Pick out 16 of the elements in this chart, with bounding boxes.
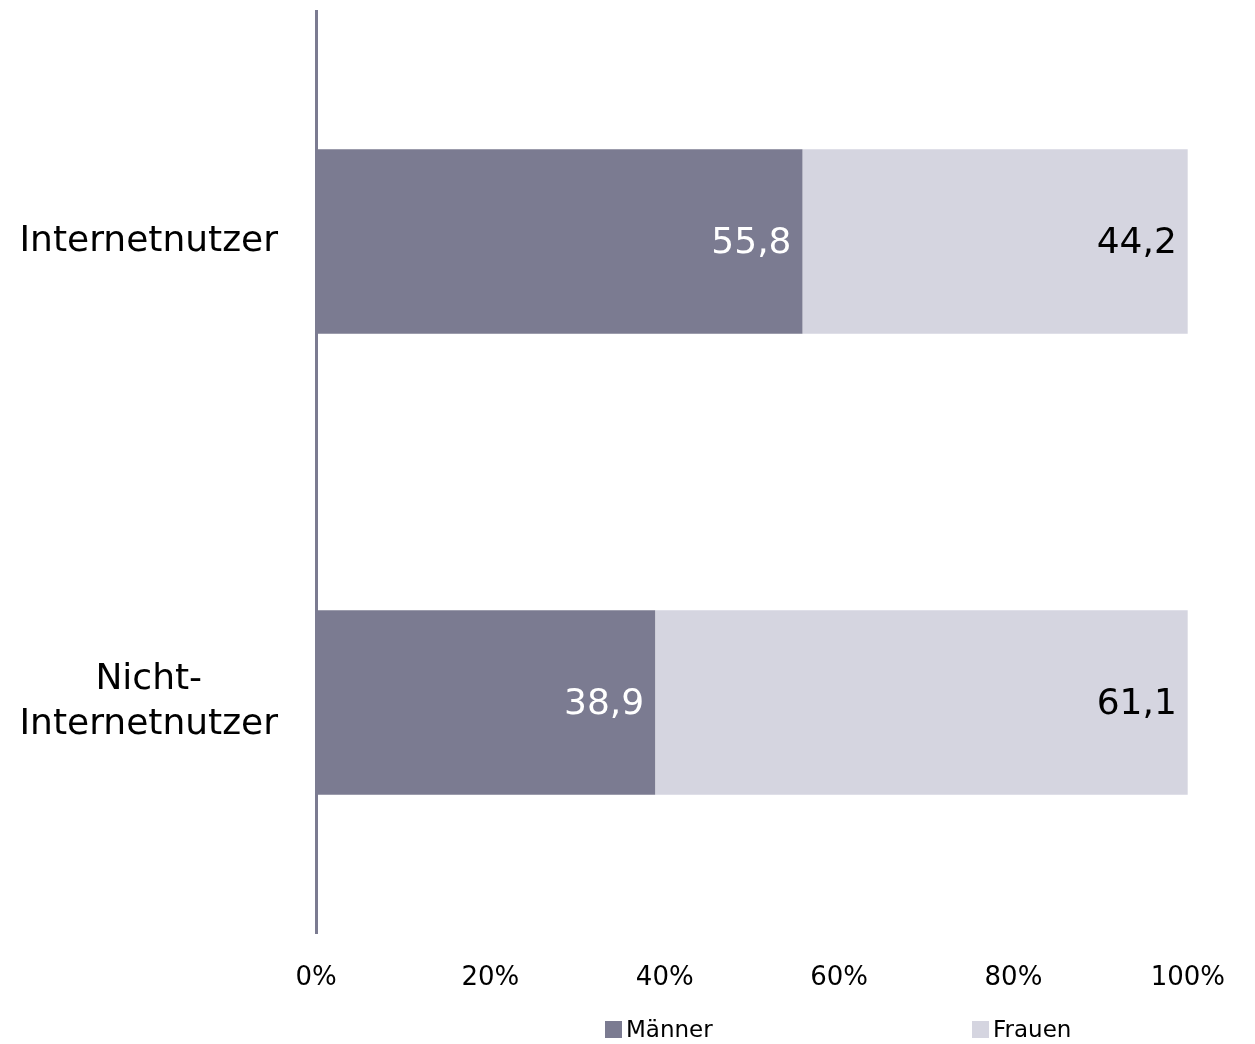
y-tick-label: Internetnutzer <box>19 217 279 259</box>
legend-label: Männer <box>626 1016 713 1043</box>
data-label: 44,2 <box>1096 219 1177 261</box>
legend-label: Frauen <box>993 1016 1072 1043</box>
data-label: 55,8 <box>711 219 792 261</box>
x-tick-label: 20% <box>461 961 520 992</box>
bar <box>802 149 1188 334</box>
x-tick-label: 40% <box>635 961 694 992</box>
data-label: 61,1 <box>1096 680 1177 722</box>
x-tick-label: 60% <box>810 961 868 992</box>
x-tick-label: 100% <box>1150 961 1226 992</box>
x-tick-label: 80% <box>984 961 1043 992</box>
x-tick-label: 0% <box>295 961 337 992</box>
bar <box>655 610 1188 795</box>
data-label: 38,9 <box>563 680 645 722</box>
y-tick-label: Nicht-Internetnutzer <box>19 656 279 743</box>
